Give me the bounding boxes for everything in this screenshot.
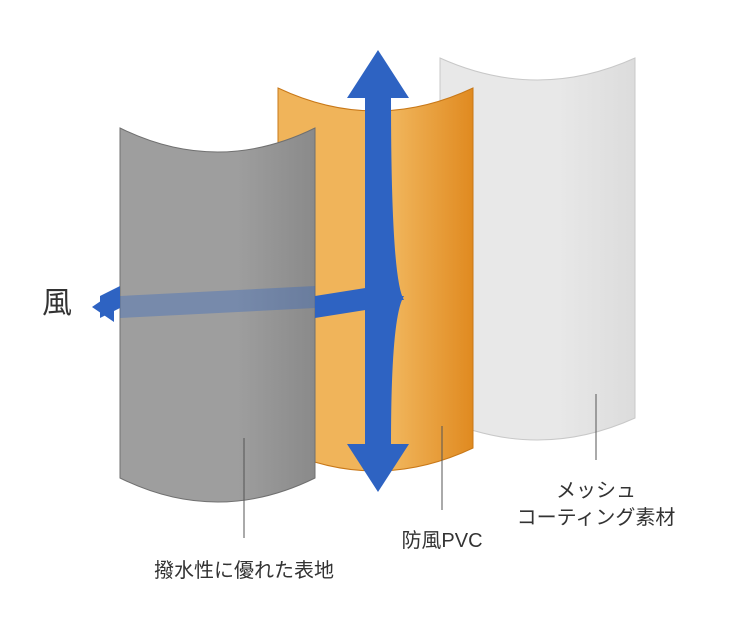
outer-layer-label: 撥水性に優れた表地: [124, 558, 364, 585]
diagram-canvas: 風 撥水性に優れた表地 防風PVC メッシュ コーティング素材: [0, 0, 750, 624]
up-arrow-head: [347, 50, 409, 98]
inner-layer-label: メッシュ コーティング素材: [476, 478, 716, 532]
wind-label: 風: [42, 278, 72, 322]
middle-layer-label: 防風PVC: [322, 528, 562, 555]
inner-layer-label-line1: メッシュ: [556, 480, 636, 502]
inner-layer-label-line2: コーティング素材: [517, 507, 676, 529]
